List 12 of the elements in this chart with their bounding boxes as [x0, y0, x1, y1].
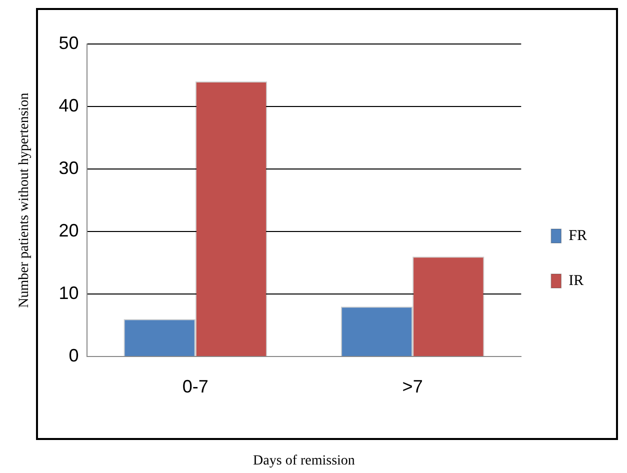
- legend-label: IR: [568, 272, 584, 289]
- y-tick-label: 0: [68, 346, 79, 366]
- y-tick-label: 50: [58, 32, 79, 53]
- legend-label: FR: [568, 228, 588, 244]
- y-tick-label: 40: [58, 95, 79, 116]
- x-axis-title: Days of remission: [253, 453, 355, 468]
- y-axis-title: Number patients without hypertension: [17, 92, 32, 308]
- y-tick-label: 10: [58, 283, 79, 304]
- x-tick-label: 0-7: [182, 376, 208, 396]
- y-tick-label: 30: [58, 158, 79, 178]
- y-tick-label: 20: [58, 220, 79, 241]
- x-tick-label: >7: [402, 376, 423, 396]
